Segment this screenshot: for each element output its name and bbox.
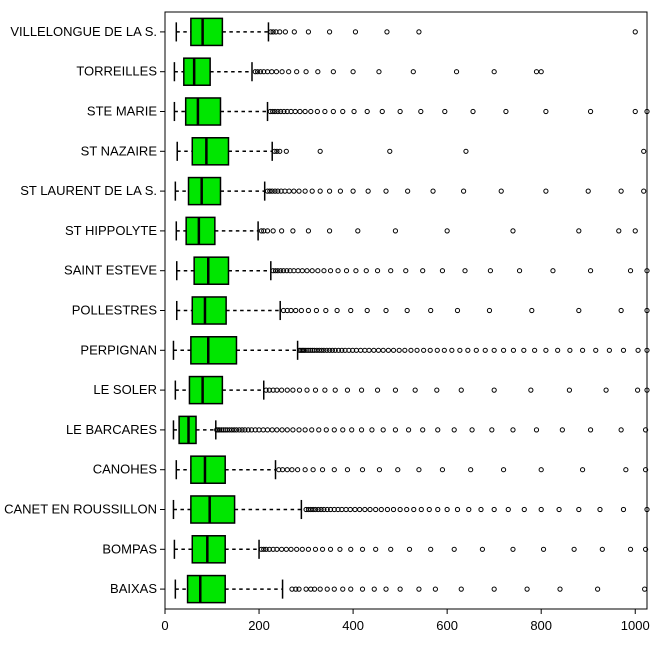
- x-tick-label: 600: [436, 618, 458, 633]
- x-tick-label: 1000: [621, 618, 650, 633]
- category-label: SAINT ESTEVE: [64, 263, 157, 278]
- box: [191, 496, 235, 523]
- box: [189, 377, 222, 404]
- box: [191, 18, 223, 45]
- x-tick-label: 400: [342, 618, 364, 633]
- box: [192, 138, 228, 165]
- box: [191, 337, 237, 364]
- category-label: BAIXAS: [110, 581, 157, 596]
- box: [186, 98, 221, 125]
- x-tick-label: 200: [248, 618, 270, 633]
- category-label: CANOHES: [93, 462, 158, 477]
- x-tick-label: 0: [161, 618, 168, 633]
- box: [184, 58, 210, 85]
- category-label: PERPIGNAN: [80, 342, 157, 357]
- box: [186, 217, 215, 244]
- category-label: ST NAZAIRE: [81, 143, 158, 158]
- category-label: TORREILLES: [76, 64, 157, 79]
- box: [194, 257, 228, 284]
- box: [192, 536, 225, 563]
- category-label: BOMPAS: [102, 541, 157, 556]
- boxplot-svg: 0 200 400 600 800 1000 BAIXAS BOMPAS CANET EN RO…: [0, 0, 663, 648]
- box: [188, 576, 226, 603]
- category-label: VILLELONGUE DE LA S.: [10, 24, 157, 39]
- x-tick-label: 800: [530, 618, 552, 633]
- category-label: LE BARCARES: [66, 422, 157, 437]
- boxplot-chart: 0 200 400 600 800 1000 BAIXAS BOMPAS CANET EN RO…: [0, 0, 663, 648]
- category-label: CANET EN ROUSSILLON: [4, 502, 157, 517]
- category-label: ST HIPPOLYTE: [65, 223, 157, 238]
- box: [189, 178, 221, 205]
- box: [191, 456, 225, 483]
- category-label: POLLESTRES: [72, 303, 158, 318]
- category-label: ST LAURENT DE LA S.: [20, 183, 157, 198]
- category-label: LE SOLER: [93, 382, 157, 397]
- category-label: STE MARIE: [87, 104, 157, 119]
- box: [192, 297, 226, 324]
